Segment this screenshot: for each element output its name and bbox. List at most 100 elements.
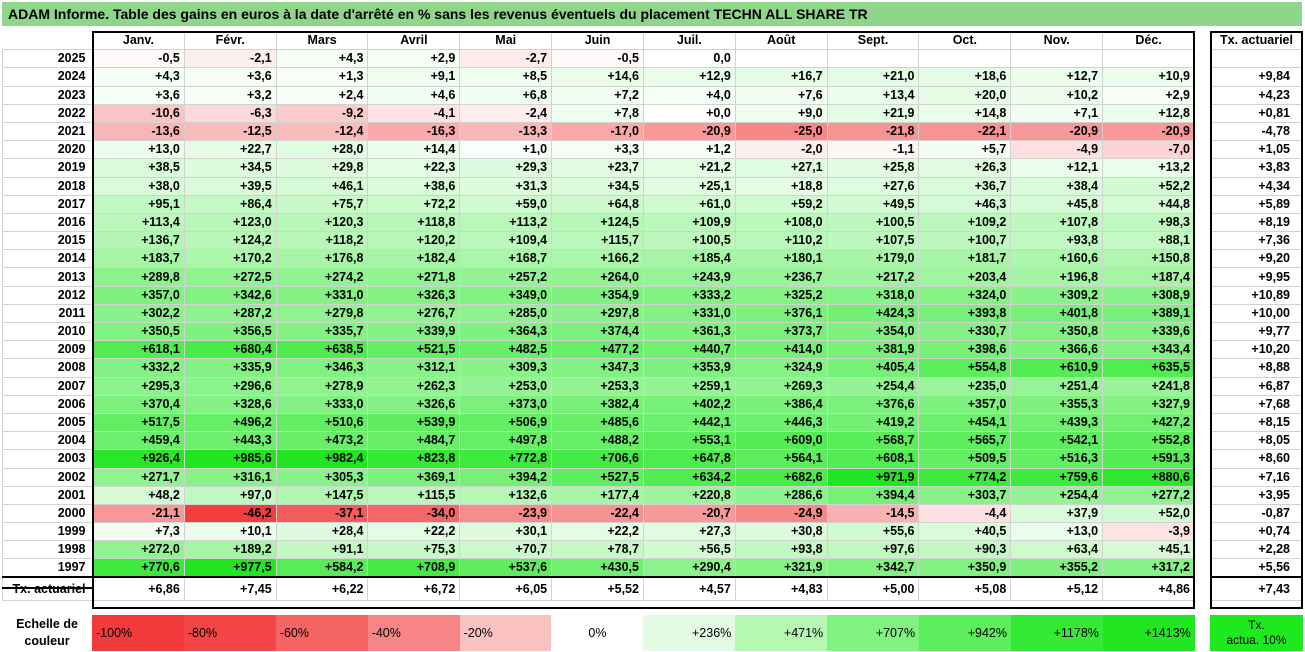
gain-cell: +189,2: [183, 540, 277, 560]
gain-cell: +309,2: [1010, 285, 1104, 305]
gain-cell: +342,7: [826, 558, 920, 578]
gain-cell: +118,8: [367, 212, 461, 233]
gain-cell: +706,6: [551, 449, 644, 469]
gain-cell: +7,3: [92, 522, 185, 542]
gain-cell: +113,2: [459, 212, 553, 233]
tx-cell: +8,60: [1210, 449, 1303, 469]
gain-cell: +274,2: [275, 267, 369, 287]
tx-cell: +0,81: [1210, 103, 1303, 123]
gain-cell: +21,9: [826, 103, 920, 123]
gain-cell: +982,4: [275, 449, 369, 469]
gain-cell: +297,8: [551, 303, 644, 324]
gain-cell: +72,2: [367, 194, 461, 214]
gain-cell: +14,8: [918, 103, 1012, 123]
tx-header: Tx. actuariel: [1210, 30, 1303, 51]
gain-cell: +97,0: [183, 485, 277, 505]
gain-cell: +22,3: [367, 158, 461, 178]
gain-cell: +295,3: [92, 376, 185, 396]
gain-cell: +346,3: [275, 358, 369, 378]
gain-cell: +241,8: [1102, 376, 1195, 396]
gain-cell: +262,3: [367, 376, 461, 396]
year-label: 2011: [2, 303, 94, 324]
legend-swatch: -100%: [92, 615, 184, 651]
month-header: Avril: [367, 30, 461, 51]
gain-cell: +196,8: [1010, 267, 1104, 287]
gain-cell: -21,8: [826, 121, 920, 142]
gain-cell: -0,5: [551, 49, 644, 69]
tx-row: +1,05: [1210, 140, 1303, 160]
gain-cell: +290,4: [642, 558, 736, 578]
gain-cell: +405,4: [826, 358, 920, 378]
tx-cell: -4,78: [1210, 121, 1303, 142]
legend-tx-actuariel: Tx. actua. 10%: [1210, 615, 1303, 651]
gain-cell: +10,1: [183, 522, 277, 542]
gain-cell: +0,0: [642, 103, 736, 123]
gain-cell: +393,8: [918, 303, 1012, 324]
year-label: 2010: [2, 321, 94, 342]
table-row: 2003 +926,4 +985,6 +982,4 +823,8 +772,8 +706,6…: [2, 449, 1195, 469]
gain-cell: +30,1: [459, 522, 553, 542]
tx-row: [1210, 49, 1303, 69]
gain-cell: +9,1: [367, 67, 461, 87]
month-header: Févr.: [183, 30, 277, 51]
gain-cell: +539,9: [367, 412, 461, 433]
year-label: 1998: [2, 540, 94, 560]
table-row: 2021 -13,6 -12,5 -12,4 -16,3 -13,3 -17,0 -20,9-…: [2, 121, 1195, 142]
legend-swatch: +471%: [735, 615, 828, 651]
gain-cell: +459,4: [92, 431, 185, 451]
legend-swatch: +1178%: [1011, 615, 1103, 651]
gain-cell: +23,7: [551, 158, 644, 178]
gain-cell: +430,5: [551, 558, 644, 578]
gain-cell: +236,7: [734, 267, 828, 287]
gain-cell: +318,0: [826, 285, 920, 305]
tx-month-cell: +6,86: [92, 576, 185, 602]
month-header: Oct.: [918, 30, 1012, 51]
gain-cell: +88,1: [1102, 231, 1195, 251]
gain-cell: +3,6: [183, 67, 277, 87]
legend-swatch: +1413%: [1102, 615, 1195, 651]
table-row: 2018 +38,0 +39,5 +46,1 +38,6 +31,3 +34,5 +25,1 +…: [2, 176, 1195, 196]
gain-cell: -17,0: [551, 121, 644, 142]
year-label: 2023: [2, 85, 94, 105]
gain-cell: +638,5: [275, 340, 369, 360]
gain-cell: +56,5: [642, 540, 736, 560]
gain-cell: +564,1: [734, 449, 828, 469]
tx-cell: +8,19: [1210, 212, 1303, 233]
gain-cell: +123,0: [183, 212, 277, 233]
gain-cell: +591,3: [1102, 449, 1195, 469]
gain-cell: +4,3: [92, 67, 185, 87]
year-label: 2024: [2, 67, 94, 87]
gain-cell: +187,4: [1102, 267, 1195, 287]
gain-cell: +553,1: [642, 431, 736, 451]
gain-cell: +243,9: [642, 267, 736, 287]
gain-cell: +374,4: [551, 321, 644, 342]
tx-row: +10,00: [1210, 303, 1303, 324]
gain-cell: +364,3: [459, 321, 553, 342]
gain-cell: +271,8: [367, 267, 461, 287]
gain-cell: +12,1: [1010, 158, 1104, 178]
gain-cell: +93,8: [1010, 231, 1104, 251]
legend-label: Echelle de couleur: [16, 617, 78, 648]
gain-cell: +484,7: [367, 431, 461, 451]
gain-cell: +565,7: [918, 431, 1012, 451]
gain-cell: +521,5: [367, 340, 461, 360]
legend-swatch: +236%: [643, 615, 736, 651]
gain-cell: +497,8: [459, 431, 553, 451]
tx-month-cell: +4,57: [642, 576, 736, 602]
gain-cell: +46,1: [275, 176, 369, 196]
gain-cell: +12,8: [1102, 103, 1195, 123]
gain-cell: +12,9: [642, 67, 736, 87]
tx-cell: +5,89: [1210, 194, 1303, 214]
gain-cell: +427,2: [1102, 412, 1195, 433]
table-row: 2008 +332,2 +335,9 +346,3 +312,1 +309,3 +347,3…: [2, 358, 1195, 378]
gain-cell: +109,9: [642, 212, 736, 233]
gain-cell: +21,2: [642, 158, 736, 178]
gain-cell: -20,9: [1102, 121, 1195, 142]
tx-row: +7,36: [1210, 231, 1303, 251]
gain-cell: +568,7: [826, 431, 920, 451]
gain-cell: +7,1: [1010, 103, 1104, 123]
gain-cell: +424,3: [826, 303, 920, 324]
table-row: 2010 +350,5 +356,5 +335,7 +339,9 +364,3 +374,4…: [2, 321, 1195, 342]
tx-row: +0,74: [1210, 522, 1303, 542]
gain-cell: +350,5: [92, 321, 185, 342]
